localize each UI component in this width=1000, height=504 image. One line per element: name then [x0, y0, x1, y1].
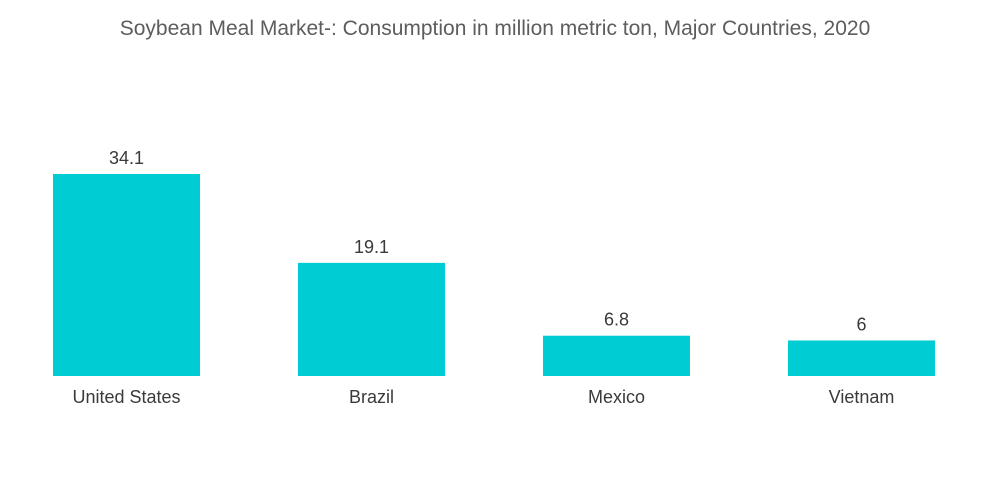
x-tick-label: Mexico: [588, 387, 645, 407]
data-label: 6.8: [604, 310, 629, 330]
chart-title: Soybean Meal Market-: Consumption in mil…: [119, 17, 871, 40]
x-tick-label: Vietnam: [829, 387, 895, 407]
data-label: 19.1: [354, 237, 389, 257]
bar-united-states: [53, 174, 200, 376]
x-tick-label: United States: [72, 387, 180, 407]
data-label: 34.1: [109, 148, 144, 168]
bar-vietnam: [788, 340, 935, 376]
bar-brazil: [298, 262, 445, 376]
data-label: 6: [856, 314, 866, 334]
x-tick-label: Brazil: [349, 387, 394, 407]
bar-mexico: [543, 335, 690, 376]
